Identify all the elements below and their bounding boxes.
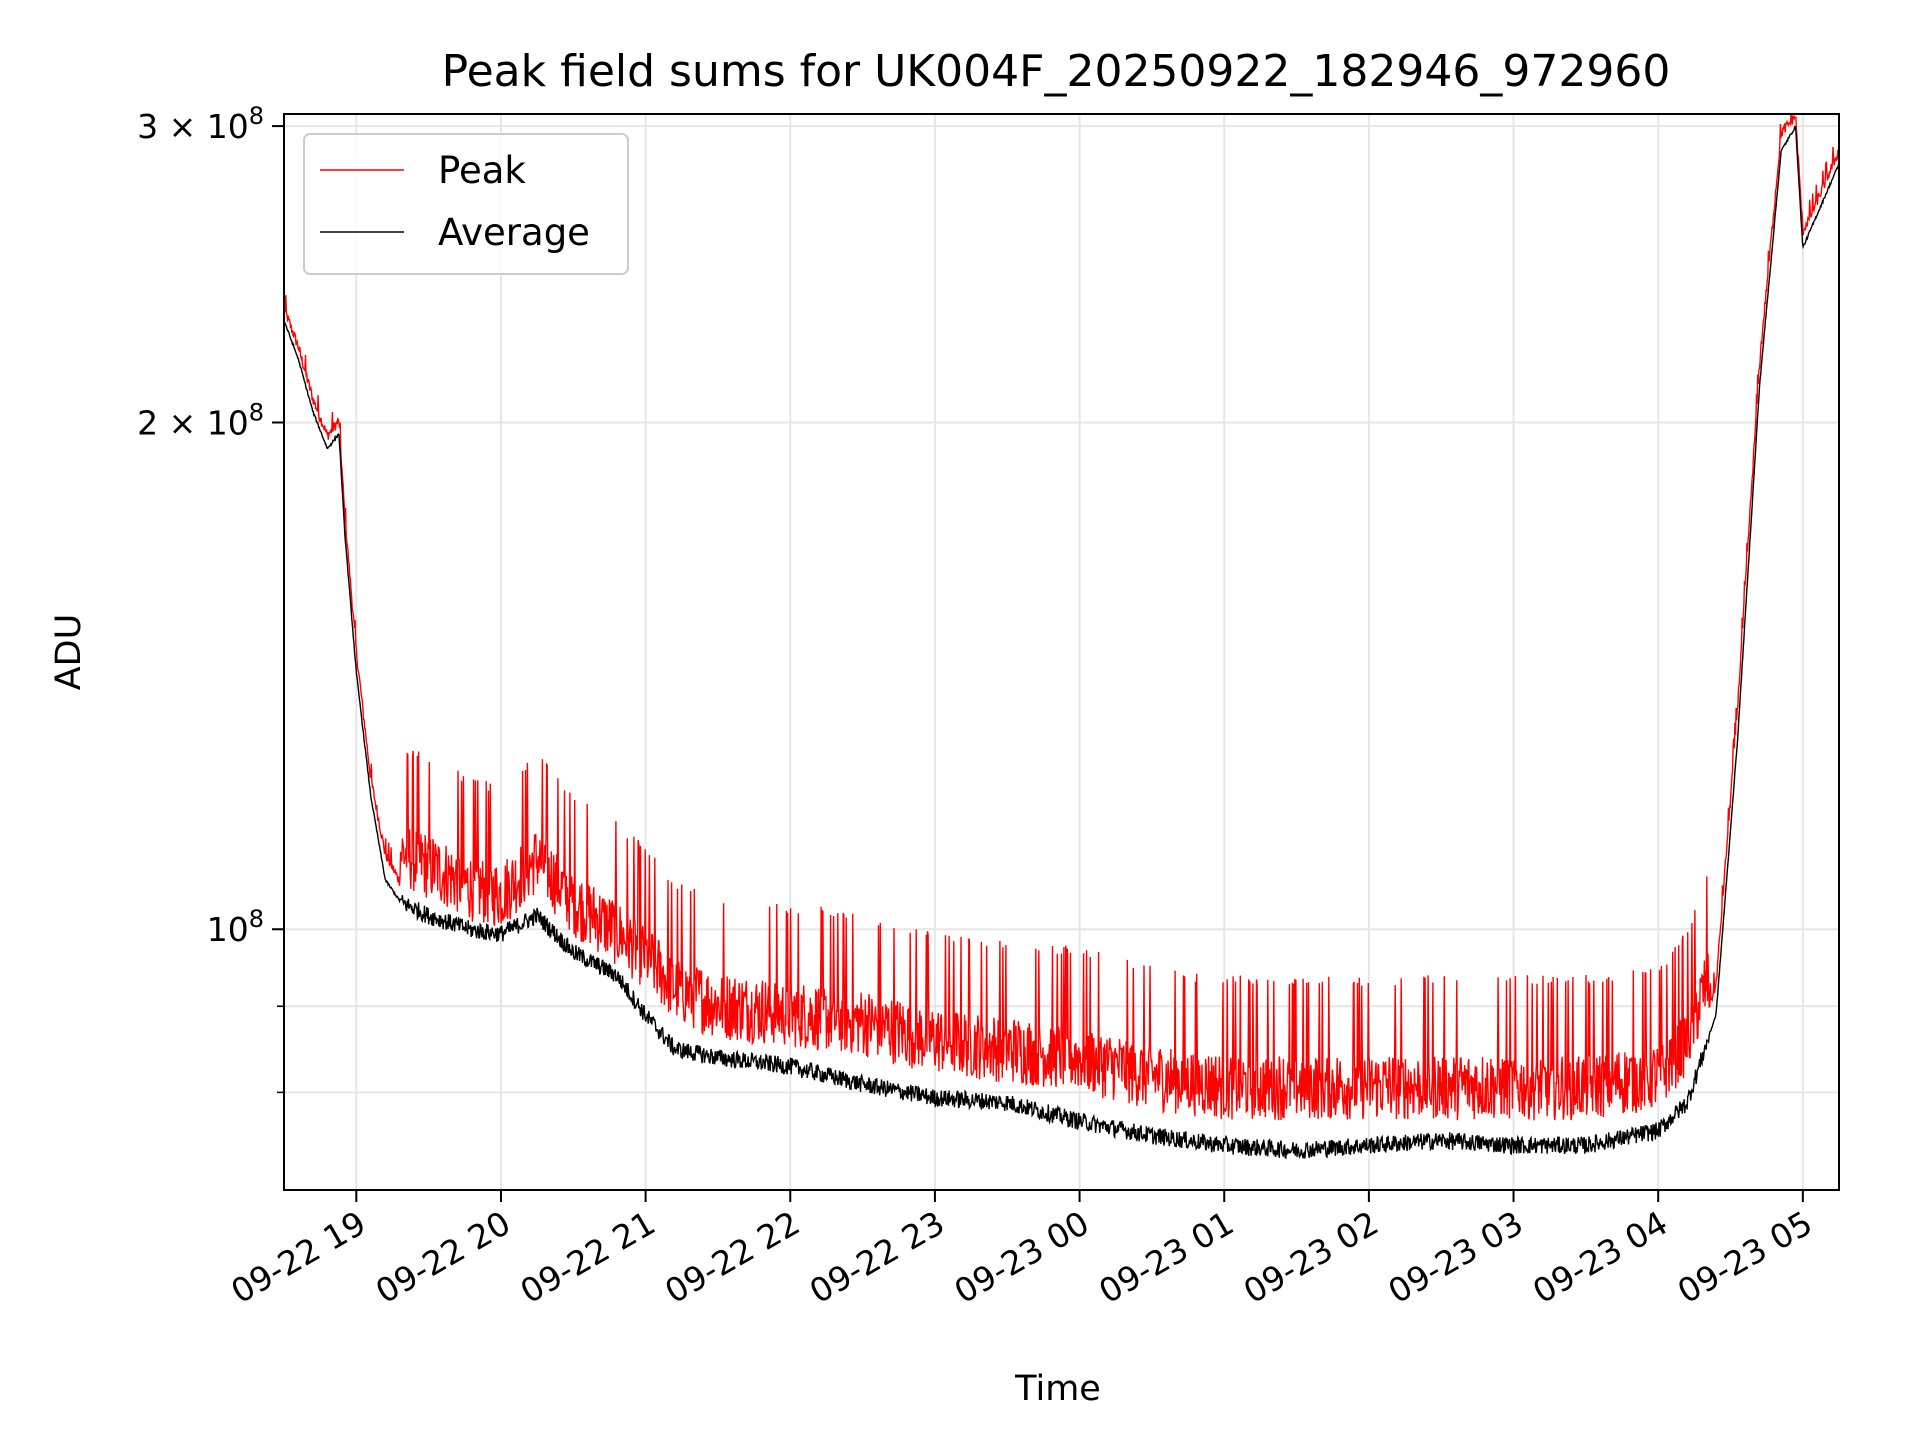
- series-layer: [284, 114, 1839, 1160]
- y-tick-label: 2 × 108: [137, 399, 264, 443]
- plot-frame: [283, 113, 1840, 1191]
- legend: Peak Average: [303, 133, 629, 275]
- legend-label-average: Average: [438, 211, 590, 254]
- chart-title: Peak field sums for UK004F_20250922_1829…: [442, 46, 1671, 97]
- series-line-average: [284, 125, 1839, 1160]
- y-tick-label: 108: [207, 905, 264, 949]
- series-line-peak: [284, 114, 1839, 1121]
- y-tick-label: 3 × 108: [137, 102, 264, 146]
- legend-label-peak: Peak: [438, 149, 526, 192]
- y-axis-label: ADU: [49, 614, 89, 691]
- grid: [284, 114, 1839, 1190]
- legend-box: [303, 133, 629, 275]
- x-axis-label: Time: [1014, 1369, 1101, 1409]
